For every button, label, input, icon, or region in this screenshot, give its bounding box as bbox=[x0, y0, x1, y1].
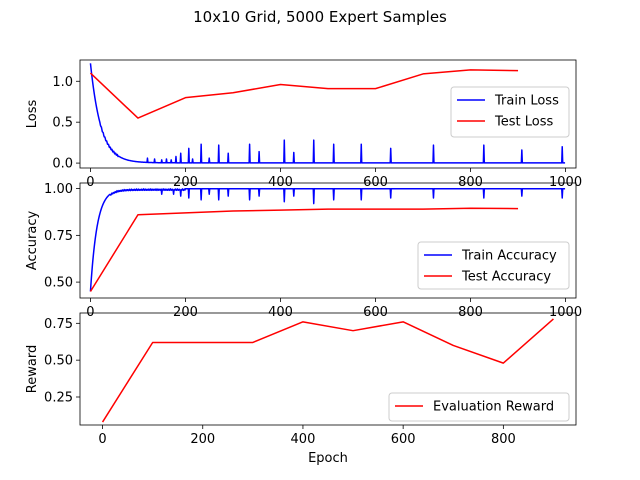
x-axis-label: Epoch bbox=[308, 451, 348, 466]
y-tick-label: 0.75 bbox=[44, 317, 73, 332]
x-tick-label: 600 bbox=[363, 175, 388, 190]
x-tick-label: 200 bbox=[173, 175, 198, 190]
series-line-test-loss bbox=[89, 69, 519, 119]
axes-frame bbox=[79, 182, 577, 299]
y-axis-label: Accuracy bbox=[25, 211, 40, 271]
axes-frame bbox=[79, 59, 577, 169]
x-tick-label: 600 bbox=[363, 305, 388, 320]
x-tick-label: 200 bbox=[190, 432, 215, 447]
accuracy-subplot: 0 200 400 600 800 1000 0.50 0.75 1.00 Accuracy Tra… bbox=[25, 182, 582, 320]
x-tick-label: 600 bbox=[391, 432, 416, 447]
x-tick-label: 0 bbox=[86, 305, 94, 320]
legend: Train Loss Test Loss bbox=[450, 86, 570, 138]
legend-label: Train Accuracy bbox=[461, 249, 557, 264]
legend-label: Test Accuracy bbox=[461, 270, 551, 285]
y-tick-label: 1.0 bbox=[52, 75, 73, 90]
y-tick-label: 1.00 bbox=[44, 182, 73, 197]
series-line-train-loss bbox=[89, 63, 566, 164]
x-tick-label: 800 bbox=[458, 305, 483, 320]
x-tick-label: 1000 bbox=[549, 305, 582, 320]
x-tick-label: 400 bbox=[268, 175, 293, 190]
series-line-test-accuracy bbox=[89, 207, 519, 292]
legend-label: Train Loss bbox=[494, 94, 559, 109]
series-line-evaluation-reward bbox=[101, 318, 554, 423]
x-tick-label: 1000 bbox=[549, 175, 582, 190]
x-tick-label: 400 bbox=[291, 432, 316, 447]
legend: Train Accuracy Test Accuracy bbox=[417, 241, 570, 290]
loss-subplot: 0 200 400 600 800 1000 0.0 0.5 1.0 Loss Train Loss… bbox=[25, 59, 582, 190]
x-tick-label: 0 bbox=[86, 175, 94, 190]
y-tick-label: 0.0 bbox=[52, 157, 73, 172]
y-tick-label: 0.25 bbox=[44, 391, 73, 406]
legend-label: Test Loss bbox=[494, 115, 553, 130]
legend-box bbox=[388, 392, 570, 422]
x-tick-label: 400 bbox=[268, 305, 293, 320]
x-tick-label: 800 bbox=[491, 432, 516, 447]
y-tick-label: 0.50 bbox=[44, 276, 73, 291]
x-tick-label: 0 bbox=[98, 432, 106, 447]
x-tick-label: 800 bbox=[458, 175, 483, 190]
x-tick-label: 200 bbox=[173, 305, 198, 320]
y-tick-label: 0.50 bbox=[44, 354, 73, 369]
legend-box bbox=[417, 241, 570, 290]
series-line-train-accuracy bbox=[89, 188, 566, 292]
axes-frame bbox=[79, 312, 577, 426]
y-axis-label: Loss bbox=[25, 100, 40, 129]
y-tick-label: 0.75 bbox=[44, 229, 73, 244]
legend-label: Evaluation Reward bbox=[433, 400, 554, 415]
figure-title: 10x10 Grid, 5000 Expert Samples bbox=[193, 8, 447, 26]
y-tick-label: 0.5 bbox=[52, 116, 73, 131]
legend: Evaluation Reward bbox=[388, 392, 570, 422]
y-axis-label: Reward bbox=[25, 345, 40, 393]
reward-subplot: 0 200 400 600 800 0.25 0.50 0.75 Reward Epoch Eval… bbox=[25, 312, 577, 466]
